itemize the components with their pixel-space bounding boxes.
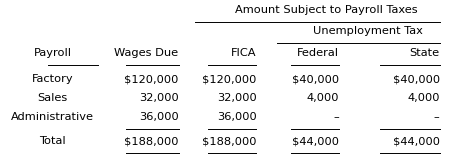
Text: $188,000: $188,000 xyxy=(202,136,256,146)
Text: 32,000: 32,000 xyxy=(139,93,179,103)
Text: Sales: Sales xyxy=(38,93,68,103)
Text: Payroll: Payroll xyxy=(34,48,71,58)
Text: 36,000: 36,000 xyxy=(139,112,179,122)
Text: Federal: Federal xyxy=(297,48,339,58)
Text: $40,000: $40,000 xyxy=(393,74,440,84)
Text: Unemployment Tax: Unemployment Tax xyxy=(313,26,422,36)
Text: –: – xyxy=(434,112,440,122)
Text: 36,000: 36,000 xyxy=(217,112,256,122)
Text: FICA: FICA xyxy=(231,48,256,58)
Text: Amount Subject to Payroll Taxes: Amount Subject to Payroll Taxes xyxy=(235,5,418,15)
Text: Wages Due: Wages Due xyxy=(114,48,179,58)
Text: Factory: Factory xyxy=(32,74,73,84)
Text: State: State xyxy=(409,48,440,58)
Text: Total: Total xyxy=(39,136,66,146)
Text: –: – xyxy=(333,112,339,122)
Text: $44,000: $44,000 xyxy=(393,136,440,146)
Text: 4,000: 4,000 xyxy=(407,93,440,103)
Text: $40,000: $40,000 xyxy=(292,74,339,84)
Text: Administrative: Administrative xyxy=(11,112,94,122)
Text: $120,000: $120,000 xyxy=(202,74,256,84)
Text: $44,000: $44,000 xyxy=(292,136,339,146)
Text: 4,000: 4,000 xyxy=(306,93,339,103)
Text: $120,000: $120,000 xyxy=(124,74,179,84)
Text: $188,000: $188,000 xyxy=(124,136,179,146)
Text: 32,000: 32,000 xyxy=(217,93,256,103)
